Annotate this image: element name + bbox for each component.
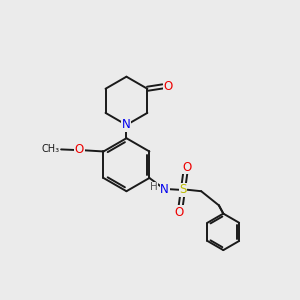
Text: O: O xyxy=(75,143,84,157)
Text: O: O xyxy=(164,80,173,93)
Text: H: H xyxy=(150,182,158,192)
Text: S: S xyxy=(179,183,187,196)
Text: O: O xyxy=(175,206,184,219)
Text: CH₃: CH₃ xyxy=(41,144,60,154)
Text: N: N xyxy=(160,183,169,196)
Text: O: O xyxy=(182,161,191,174)
Text: N: N xyxy=(122,118,131,131)
